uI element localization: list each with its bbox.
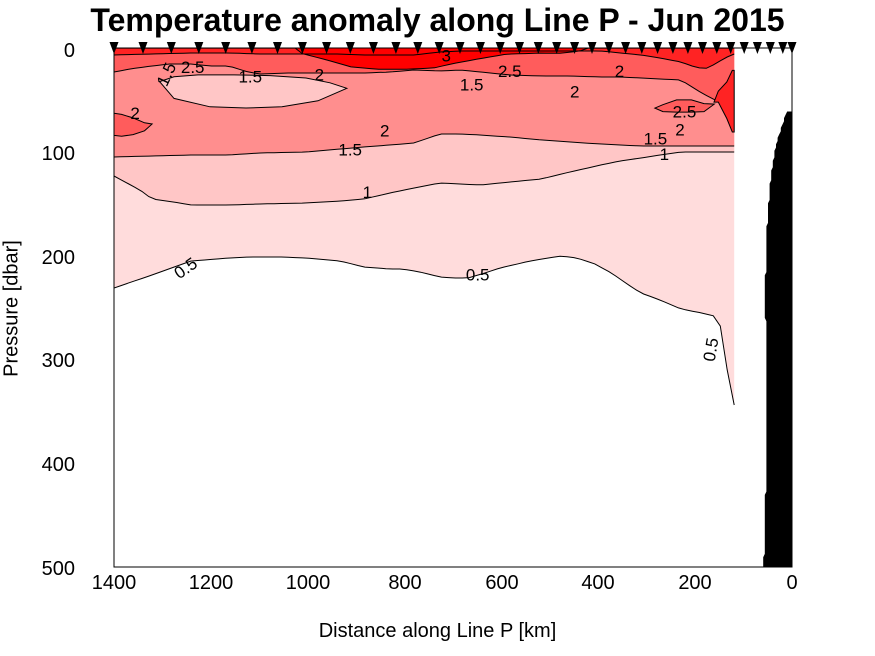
svg-text:2: 2 [315,66,324,85]
svg-text:2: 2 [380,121,389,140]
svg-text:0.5: 0.5 [466,266,490,285]
svg-text:2.5: 2.5 [181,58,205,77]
svg-text:2: 2 [130,104,139,123]
svg-text:1.5: 1.5 [238,68,262,87]
svg-text:2.5: 2.5 [498,62,522,81]
svg-text:1.5: 1.5 [460,76,484,95]
svg-text:2: 2 [675,120,684,139]
svg-text:2.5: 2.5 [673,102,697,121]
svg-text:0.5: 0.5 [700,336,723,363]
svg-text:1: 1 [363,183,372,202]
svg-text:2: 2 [615,62,624,81]
svg-text:2: 2 [570,82,579,101]
svg-text:1: 1 [660,145,669,164]
svg-text:3: 3 [441,46,450,65]
svg-text:1.5: 1.5 [338,141,362,160]
